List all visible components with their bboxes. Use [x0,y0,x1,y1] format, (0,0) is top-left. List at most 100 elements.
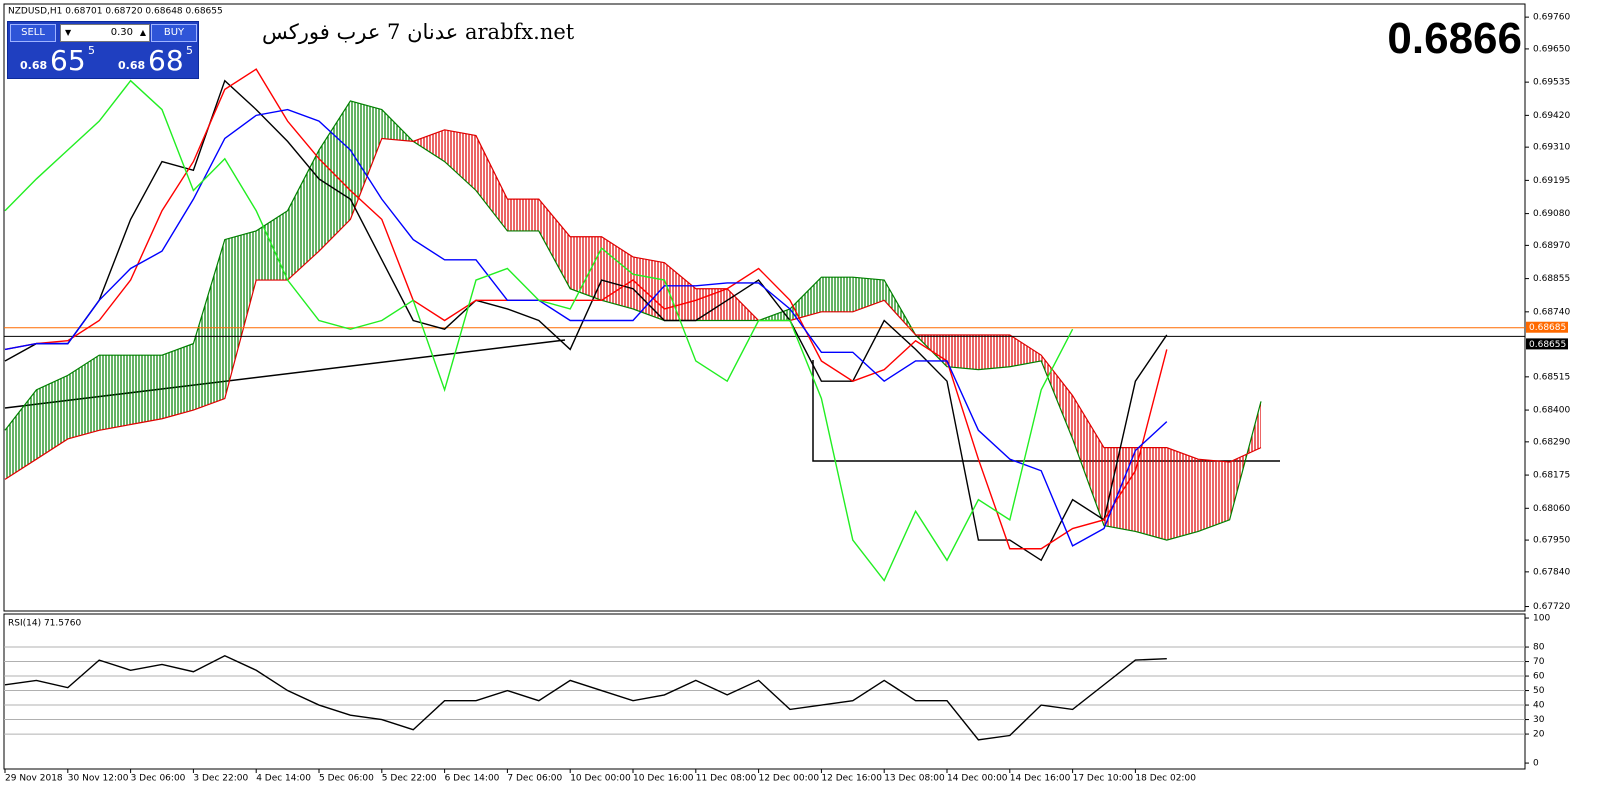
dropdown-arrow[interactable]: ▼ [65,28,72,37]
span-a-line [4,100,1262,541]
cloud-segment [1135,447,1167,541]
y-tick-label: 0.68855 [1533,274,1570,284]
sell-price[interactable]: 0.68 65 5 [10,44,100,76]
chart-title: NZDUSD,H1 0.68701 0.68720 0.68648 0.6865… [8,7,223,17]
cloud-segment [5,389,37,480]
rsi-line [4,654,1167,741]
y-tick-label: 0.68400 [1533,406,1570,416]
cloud-segment [476,135,508,231]
price-panel [3,3,1526,612]
y-tick-label: 80 [1533,643,1545,653]
x-tick-label: 10 Dec 00:00 [570,774,631,784]
cloud-segment [99,355,131,431]
y-tick-label: 60 [1533,672,1545,682]
x-tick-label: 7 Dec 06:00 [507,774,562,784]
trade-panel: SELL ▼ 0.30 ▲ BUY 0.68 65 5 0.68 68 5 [7,21,199,79]
x-tick-label: 30 Nov 12:00 [68,774,129,784]
cloud-segment [695,288,728,321]
x-tick-label: 5 Dec 06:00 [319,774,374,784]
y-tick-label: 0.67720 [1533,602,1570,612]
cloud-segment [130,355,162,425]
y-tick-label: 0.69195 [1533,176,1570,186]
x-tick-label: 12 Dec 16:00 [821,774,882,784]
y-tick-label: 0.68060 [1533,504,1570,514]
sell-big: 65 [50,44,86,77]
sell-prefix: 0.68 [20,59,48,72]
cloud-segment [1198,459,1230,532]
sell-button[interactable]: SELL [10,24,56,42]
y-tick-label: 30 [1533,715,1545,725]
series-line [4,108,1168,547]
y-tick-label: 100 [1533,614,1550,624]
series-line [4,68,1168,550]
price-display: 0.6866 [1387,14,1522,63]
spinner[interactable]: ▲ [139,28,146,37]
x-tick-label: 3 Dec 22:00 [193,774,248,784]
cloud-segment [1072,395,1104,526]
y-tick-label: 0.69535 [1533,78,1570,88]
price-marker-box [1526,338,1568,350]
x-tick-label: 11 Dec 08:00 [696,774,757,784]
y-tick-label: 0.68970 [1533,241,1570,251]
y-tick-label: 0.67840 [1533,567,1570,577]
x-tick-label: 13 Dec 08:00 [884,774,945,784]
series-line [4,79,1074,582]
cloud-segment [36,375,68,460]
rsi-panel [3,613,1526,770]
x-tick-label: 12 Dec 00:00 [759,774,820,784]
buy-button[interactable]: BUY [151,24,197,42]
y-tick-label: 0 [1533,759,1539,769]
x-tick-label: 10 Dec 16:00 [633,774,694,784]
price-marker-box [1526,321,1568,333]
y-tick-label: 0.68740 [1533,307,1570,317]
x-tick-label: 3 Dec 06:00 [131,774,186,784]
y-tick-label: 0.68290 [1533,437,1570,447]
y-tick-label: 0.68175 [1533,471,1570,481]
cloud-segment [193,239,225,411]
cloud-segment [507,199,539,231]
y-tick-label: 0.68515 [1533,372,1570,382]
buy-price[interactable]: 0.68 68 5 [106,44,196,76]
cloud-segment [1166,447,1199,541]
cloud-segment [162,343,194,419]
x-tick-label: 18 Dec 02:00 [1135,774,1196,784]
buy-prefix: 0.68 [118,59,146,72]
x-tick-label: 5 Dec 22:00 [382,774,437,784]
cloud-segment [852,277,885,312]
buy-sup: 5 [186,44,193,57]
cloud-segment [224,230,257,399]
watermark: عدنان 7 عرب فوركس arabfx.net [262,20,575,44]
volume: 0.30 [110,27,133,38]
y-tick-label: 20 [1533,730,1545,740]
volume-input[interactable]: ▼ 0.30 ▲ [60,24,150,42]
cloud-segment [947,334,979,370]
y-tick-label: 0.69420 [1533,111,1570,121]
cloud-segment [67,355,100,439]
price-marker-label: 0.68655 [1529,340,1566,350]
cloud-segment [1009,334,1042,367]
x-tick-label: 29 Nov 2018 [5,774,63,784]
y-tick-label: 0.67950 [1533,536,1570,546]
x-tick-label: 14 Dec 00:00 [947,774,1008,784]
x-tick-label: 4 Dec 14:00 [256,774,311,784]
cloud-segment [444,129,476,191]
y-tick-label: 0.69760 [1533,13,1570,23]
buy-big: 68 [148,44,184,77]
sell-sup: 5 [88,44,95,57]
cloud-segment [978,334,1010,370]
y-tick-label: 40 [1533,701,1545,711]
y-tick-label: 0.69310 [1533,143,1570,153]
x-tick-label: 17 Dec 10:00 [1073,774,1134,784]
cloud-segment [350,100,382,220]
y-tick-label: 0.69650 [1533,44,1570,54]
cloud-segment [790,277,822,321]
y-tick-label: 0.69080 [1533,209,1570,219]
cloud-segment [538,199,571,289]
cloud-segment [287,150,319,281]
cloud-segment [633,256,665,321]
x-tick-label: 14 Dec 16:00 [1010,774,1071,784]
y-tick-label: 70 [1533,657,1545,667]
y-tick-label: 50 [1533,686,1545,696]
